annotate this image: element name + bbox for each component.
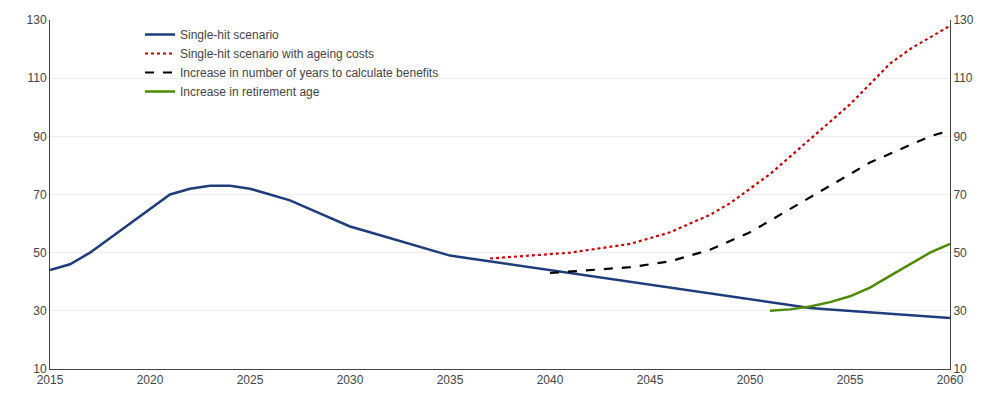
svg-text:Single-hit scenario with agein: Single-hit scenario with ageing costs <box>180 47 374 61</box>
svg-text:2035: 2035 <box>437 373 464 387</box>
svg-text:30: 30 <box>33 304 47 318</box>
svg-text:10: 10 <box>33 362 47 376</box>
svg-text:70: 70 <box>953 188 967 202</box>
svg-text:90: 90 <box>953 130 967 144</box>
svg-text:2030: 2030 <box>337 373 364 387</box>
svg-text:30: 30 <box>953 304 967 318</box>
svg-text:2050: 2050 <box>737 373 764 387</box>
svg-text:Increase in number of years to: Increase in number of years to calculate… <box>180 66 438 80</box>
svg-text:2045: 2045 <box>637 373 664 387</box>
svg-text:2060: 2060 <box>937 373 964 387</box>
svg-text:10: 10 <box>953 362 967 376</box>
svg-text:130: 130 <box>953 13 973 27</box>
svg-text:2015: 2015 <box>37 373 64 387</box>
svg-text:110: 110 <box>953 71 972 85</box>
svg-text:2055: 2055 <box>837 373 864 387</box>
svg-text:70: 70 <box>33 188 47 202</box>
svg-text:2040: 2040 <box>537 373 564 387</box>
svg-text:2020: 2020 <box>137 373 164 387</box>
svg-text:Increase in retirement age: Increase in retirement age <box>180 85 320 99</box>
svg-text:2025: 2025 <box>237 373 264 387</box>
svg-text:Single-hit scenario: Single-hit scenario <box>180 28 279 42</box>
svg-text:110: 110 <box>27 71 46 85</box>
svg-text:50: 50 <box>33 246 47 260</box>
svg-text:130: 130 <box>27 13 47 27</box>
svg-text:50: 50 <box>953 246 967 260</box>
svg-text:90: 90 <box>33 130 47 144</box>
